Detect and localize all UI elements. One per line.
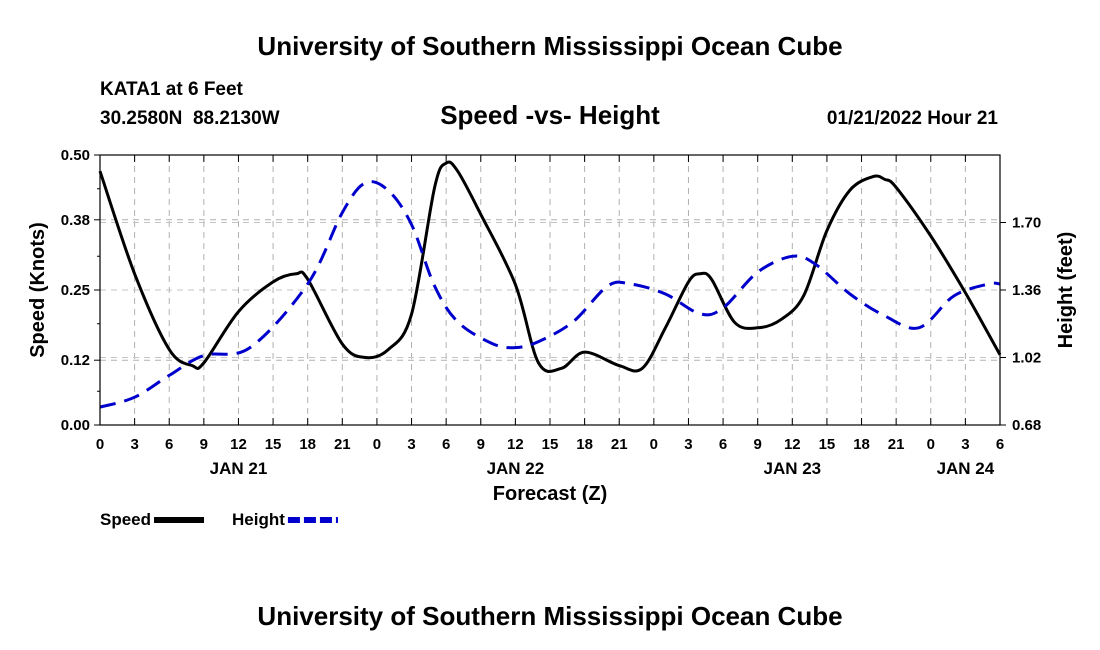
x-tick-label: 21 (611, 436, 628, 453)
day-label: JAN 23 (763, 459, 821, 478)
legend-label-height: Height (232, 510, 285, 529)
x-tick-label: 15 (542, 436, 559, 453)
y-left-tick-label: 0.38 (61, 212, 90, 229)
y-axis-left-label: Speed (Knots) (27, 222, 49, 358)
x-tick-label: 0 (927, 436, 935, 453)
y-right-tick-label: 0.68 (1012, 417, 1041, 434)
y-left-tick-label: 0.00 (61, 417, 90, 434)
x-tick-label: 18 (853, 436, 870, 453)
y-axis-right: 0.68 1.02 1.36 1.70 (1000, 215, 1041, 434)
x-tick-label: 21 (888, 436, 905, 453)
page-title: University of Southern Mississippi Ocean… (257, 31, 842, 61)
x-tick-label: 9 (477, 436, 485, 453)
forecast-datetime: 01/21/2022 Hour 21 (827, 108, 999, 129)
y-left-tick-label: 0.12 (61, 352, 90, 369)
x-tick-label: 18 (299, 436, 316, 453)
x-tick-label: 3 (961, 436, 969, 453)
chart-title: Speed -vs- Height (440, 100, 660, 130)
day-label: JAN 24 (937, 459, 995, 478)
x-tick-label: 3 (684, 436, 692, 453)
coordinates-label: 30.2580N 88.2130W (100, 108, 280, 129)
footer-title: University of Southern Mississippi Ocean… (257, 601, 842, 631)
y-axis-left: 0.00 0.12 0.25 0.38 0.50 (61, 147, 100, 434)
x-tick-label: 0 (96, 436, 104, 453)
x-axis: 0 3 6 9 12 15 18 21 0 3 6 9 12 15 18 21 0 3 6 9 12 15 18 21 0 3 6 (96, 155, 1004, 453)
x-tick-label: 21 (334, 436, 351, 453)
y-right-tick-label: 1.02 (1012, 350, 1041, 367)
day-labels: JAN 21 JAN 22 JAN 23 JAN 24 (210, 459, 995, 478)
plot-lines (98, 160, 1002, 409)
x-tick-label: 0 (373, 436, 381, 453)
x-tick-label: 3 (130, 436, 138, 453)
legend: Speed Height (100, 510, 338, 529)
height-series-line (99, 180, 1001, 409)
x-tick-label: 12 (230, 436, 247, 453)
x-tick-label: 0 (650, 436, 658, 453)
x-tick-label: 6 (719, 436, 727, 453)
x-tick-label: 9 (754, 436, 762, 453)
y-right-tick-label: 1.70 (1012, 215, 1041, 232)
day-label: JAN 21 (210, 459, 268, 478)
x-tick-label: 6 (442, 436, 450, 453)
x-tick-label: 9 (200, 436, 208, 453)
x-tick-label: 12 (784, 436, 801, 453)
x-tick-label: 18 (576, 436, 593, 453)
y-right-tick-label: 1.36 (1012, 282, 1041, 299)
legend-label-speed: Speed (100, 510, 151, 529)
speed-series-line (98, 160, 1002, 373)
x-tick-label: 6 (165, 436, 173, 453)
x-tick-label: 3 (407, 436, 415, 453)
x-tick-label: 15 (265, 436, 282, 453)
station-label: KATA1 at 6 Feet (100, 79, 244, 100)
x-tick-label: 6 (996, 436, 1004, 453)
x-tick-label: 12 (507, 436, 524, 453)
day-label: JAN 22 (487, 459, 545, 478)
x-axis-label: Forecast (Z) (493, 483, 607, 505)
x-tick-label: 15 (819, 436, 836, 453)
grid (100, 155, 1000, 425)
y-left-tick-label: 0.25 (61, 282, 90, 299)
y-left-tick-label: 0.50 (61, 147, 90, 164)
y-axis-right-label: Height (feet) (1055, 232, 1077, 349)
